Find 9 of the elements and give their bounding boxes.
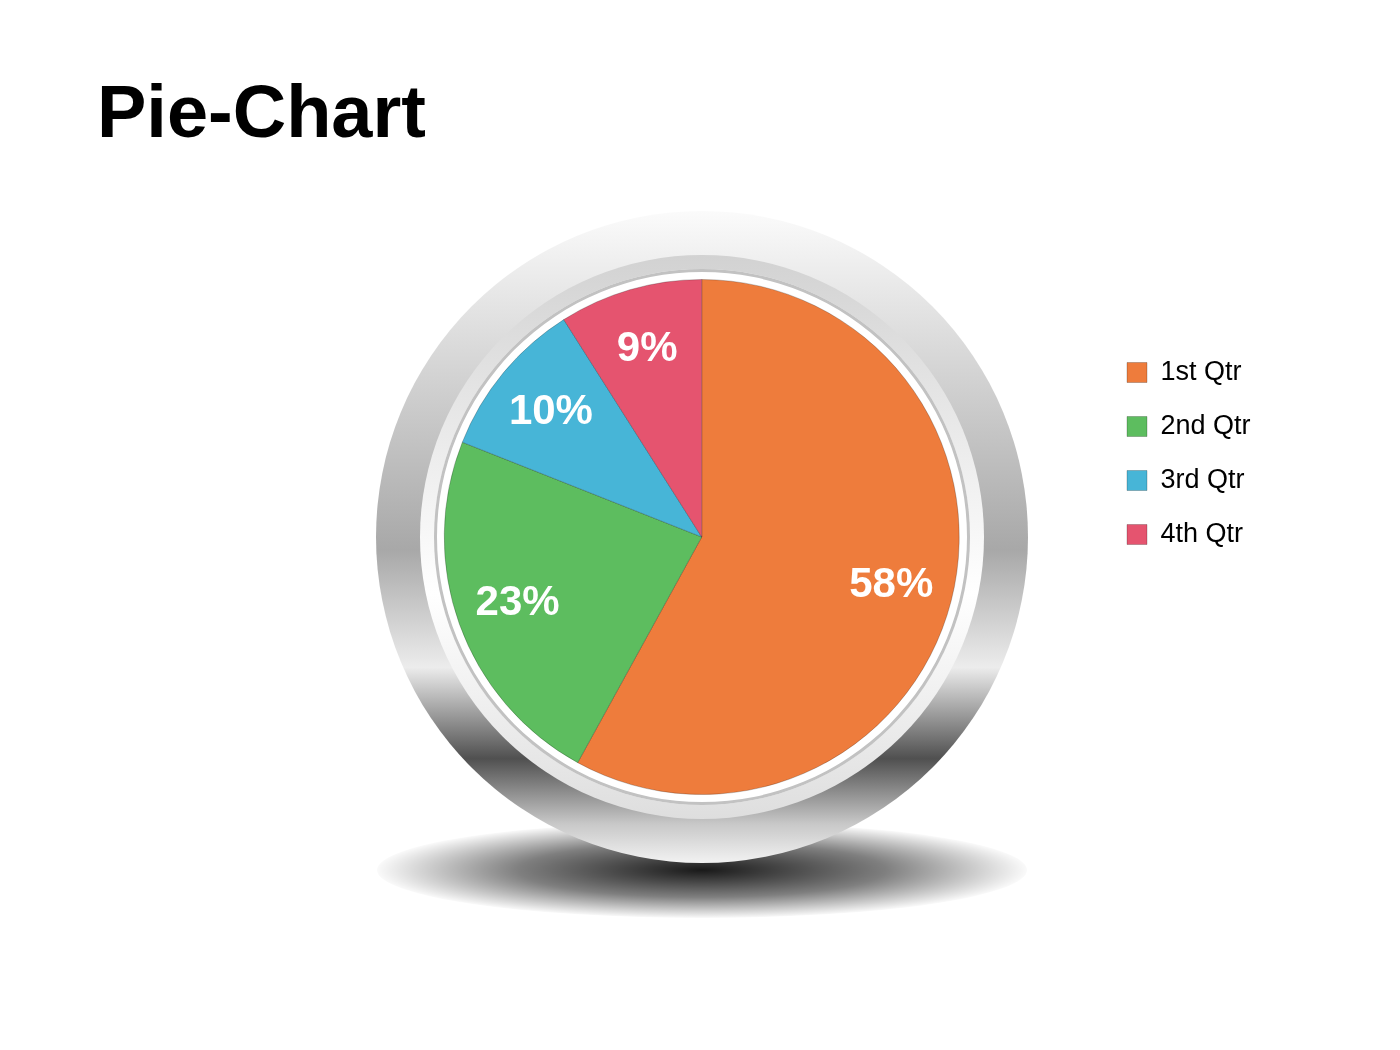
legend-label: 4th Qtr (1160, 517, 1244, 548)
legend-label: 2nd Qtr (1160, 409, 1251, 440)
legend-label: 1st Qtr (1160, 355, 1242, 386)
data-label: 9% (616, 322, 678, 370)
data-label: 23% (475, 576, 560, 624)
data-label: 10% (508, 385, 593, 433)
legend-label: 3rd Qtr (1160, 463, 1245, 494)
data-label: 58% (849, 559, 934, 607)
chart-title: Pie-Chart (97, 70, 426, 153)
